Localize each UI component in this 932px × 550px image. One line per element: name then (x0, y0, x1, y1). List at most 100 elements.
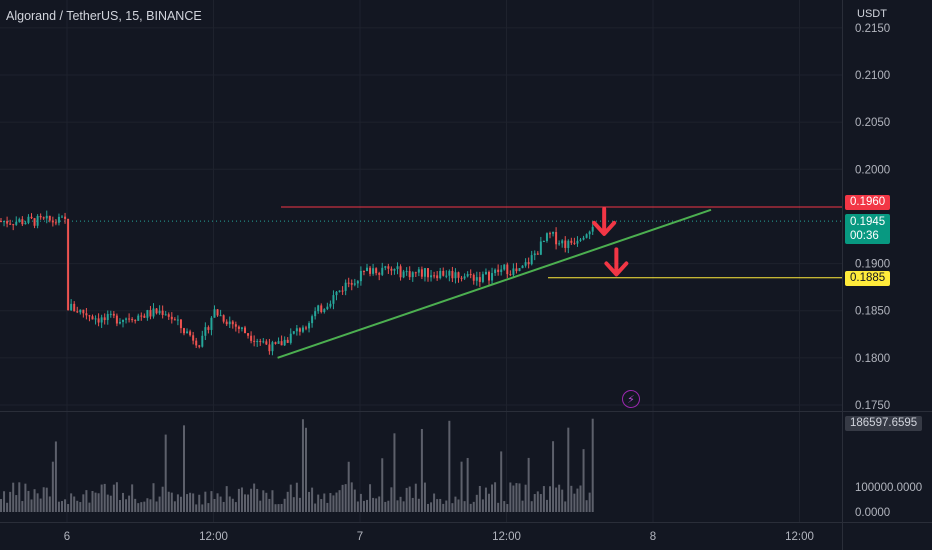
volume-bar (390, 487, 393, 512)
candle-body (167, 314, 170, 317)
volume-bar (36, 493, 39, 512)
candle-body (21, 219, 24, 225)
time-label-4: 8 (650, 531, 656, 543)
candle-body (433, 275, 436, 277)
volume-bar (109, 495, 112, 512)
candle-body (573, 242, 576, 244)
volume-bar (292, 497, 295, 512)
candle-body (503, 264, 506, 270)
symbol-title[interactable]: Algorand / TetherUS, 15, BINANCE (6, 9, 202, 23)
candle-body (183, 328, 185, 334)
time-label-3: 12:00 (492, 531, 521, 543)
candle-body (478, 277, 481, 282)
volume-bar (167, 491, 170, 512)
volume-bar (61, 501, 63, 512)
trendline (277, 208, 712, 359)
volume-bar (42, 487, 45, 512)
volume-bar (103, 483, 106, 512)
price-tick-4: 0.1900 (855, 259, 890, 271)
candle-body (442, 271, 445, 276)
volume-bar (176, 494, 179, 512)
candle-body (390, 268, 393, 271)
volume-bar (140, 502, 143, 512)
candle-body (533, 253, 536, 256)
candle-body (378, 273, 381, 275)
volume-bar (149, 499, 152, 512)
candle-body (384, 266, 387, 268)
volume-bar (274, 504, 277, 512)
volume-bar (122, 492, 124, 512)
candle-body (591, 226, 594, 232)
volume-bar (100, 484, 103, 512)
candle-body (344, 282, 347, 291)
candle-body (475, 277, 478, 281)
volume-bar (466, 457, 469, 512)
candle-body (570, 240, 573, 243)
candle-body (42, 217, 45, 219)
candle-body (350, 283, 353, 285)
time-label-0: 6 (64, 531, 70, 543)
candle-body (79, 309, 82, 313)
price-tick-3: 0.2000 (855, 164, 890, 176)
candle-body (228, 321, 231, 325)
candle-body (122, 319, 124, 322)
candle-body (436, 275, 439, 279)
volume-bar (201, 504, 204, 512)
candle-body (219, 315, 222, 317)
candle-body (305, 327, 307, 329)
volume-bar (552, 441, 555, 512)
candle-body (317, 305, 320, 312)
candle-body (115, 315, 118, 324)
volume-bar (301, 419, 304, 512)
volume-bar (588, 492, 591, 512)
candle-body (488, 271, 490, 281)
volume-bar (54, 441, 57, 512)
candle-body (423, 268, 426, 277)
candle-body (298, 328, 301, 332)
volume-bar (344, 484, 347, 512)
candle-body (54, 222, 57, 224)
volume-bar (88, 502, 91, 512)
volume-bar (378, 496, 381, 512)
candle-body (76, 311, 79, 313)
volume-bar (491, 484, 494, 512)
lightning-bolt-icon[interactable]: ⚡ (622, 390, 640, 408)
volume-bar (271, 490, 274, 512)
volume-bar (430, 502, 433, 512)
candle-body (335, 291, 338, 296)
volume-bar (524, 484, 527, 512)
volume-bar (128, 495, 131, 512)
candle-body (186, 331, 189, 334)
candle-body (372, 268, 375, 274)
volume-bar (170, 492, 173, 512)
candle-body (85, 313, 88, 316)
candle-body (494, 269, 497, 274)
volume-bar (469, 503, 472, 512)
candle-body (128, 318, 131, 320)
candle-body (161, 310, 164, 315)
volume-bar (573, 493, 576, 512)
volume-bar (289, 484, 292, 512)
candle-body (289, 333, 292, 343)
volume-bar (6, 502, 9, 512)
candle-body (308, 323, 311, 329)
candle-body (57, 216, 60, 223)
volume-bar (545, 499, 548, 512)
volume-bar (384, 501, 387, 512)
candle-body (280, 341, 283, 346)
candle-body (564, 240, 567, 248)
candle-body (326, 306, 329, 310)
volume-bar (414, 483, 417, 512)
candle-body (484, 271, 487, 275)
candle-body (33, 218, 36, 226)
volume-bar (427, 503, 429, 512)
candle-body (311, 316, 314, 324)
volume-bar (332, 495, 335, 512)
volume-bar (323, 493, 326, 512)
candle-body (48, 215, 51, 221)
volume-bar (539, 494, 542, 512)
candle-body (259, 341, 262, 343)
volume-bar (350, 482, 353, 512)
